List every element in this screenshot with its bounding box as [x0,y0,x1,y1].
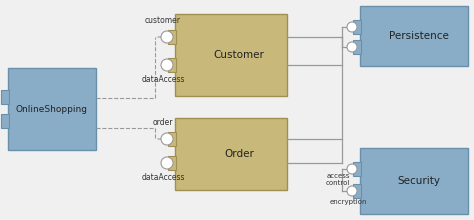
Bar [353,40,361,54]
Circle shape [161,31,173,43]
Text: order: order [153,118,173,127]
Bar [8,68,96,150]
Circle shape [161,133,173,145]
Text: dataAccess: dataAccess [141,75,185,84]
Bar [360,6,468,66]
Bar [168,132,176,146]
Text: Order: Order [224,149,254,159]
Text: dataAccess: dataAccess [141,173,185,182]
Bar [1,114,9,128]
Text: customer: customer [145,16,181,25]
Text: encryption: encryption [329,199,367,205]
Circle shape [347,22,357,32]
Circle shape [347,186,357,196]
Text: Security: Security [398,176,440,186]
Bar [168,156,176,170]
Bar [168,58,176,72]
Circle shape [347,164,357,174]
Circle shape [347,42,357,52]
Circle shape [161,157,173,169]
Bar [1,90,9,104]
Bar [360,148,468,214]
Bar [353,184,361,198]
Bar [353,20,361,34]
Circle shape [161,59,173,71]
Bar [175,118,287,190]
Text: Customer: Customer [214,50,264,60]
Bar [168,30,176,44]
Bar [175,14,287,96]
Text: OnlineShopping: OnlineShopping [16,104,88,114]
Bar [353,162,361,176]
Text: Persistence: Persistence [389,31,449,41]
Text: access
control: access control [326,173,350,186]
